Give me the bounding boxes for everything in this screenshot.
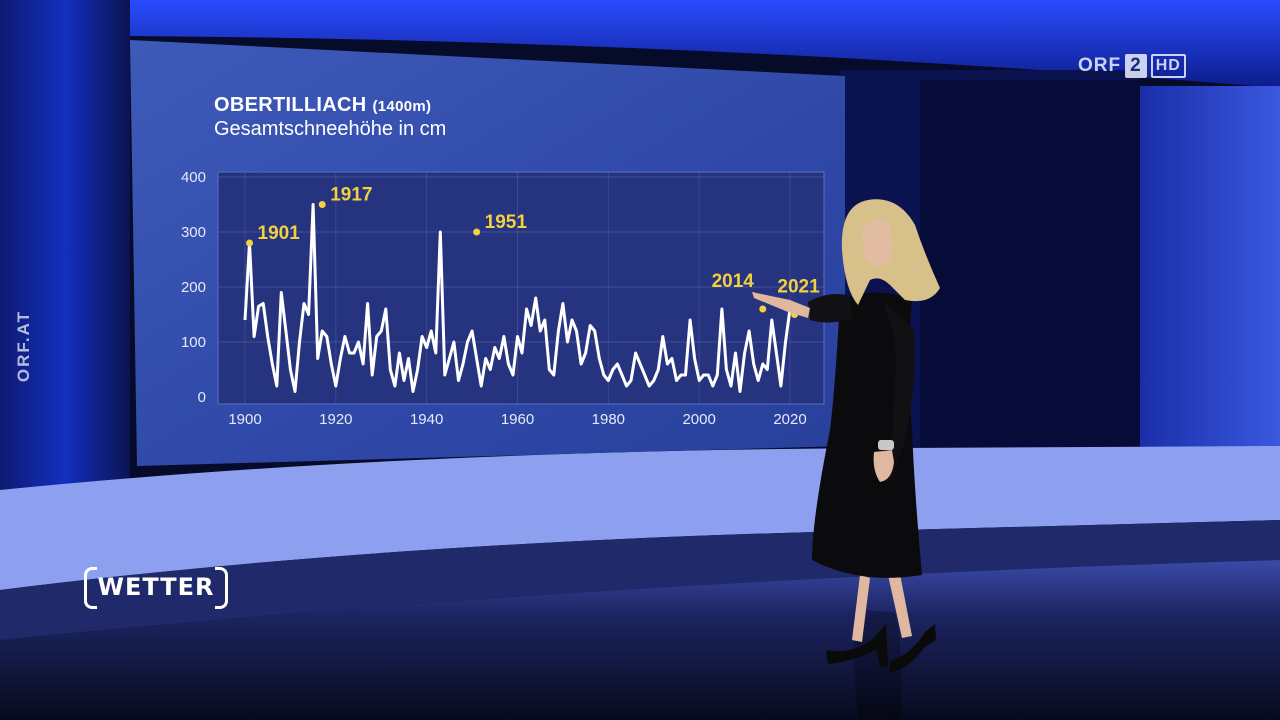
annotation-label: 1901 [258,223,301,244]
plot-area [217,171,825,405]
show-logo-text: WETTER [97,573,215,601]
channel-logo: ORF 2 HD [1078,54,1186,78]
annotation-dot [759,305,767,313]
annotation-label: 1917 [330,185,372,206]
annotation-label: 1951 [485,212,528,233]
chart-subtitle: Gesamtschneehöhe in cm [214,118,447,140]
y-axis-ticks: 0 100 200 300 400 [181,169,206,406]
y-tick-label: 0 [198,389,206,406]
x-tick-label: 1940 [410,411,443,428]
annotations: 1901 1917 1951 2014 2021 [246,185,820,318]
chart-title: OBERTILLIACH (1400m) [214,94,431,117]
chart-title-suffix: (1400m) [372,98,432,115]
x-tick-label: 1980 [592,411,625,428]
show-logo: WETTER [84,567,228,609]
y-tick-label: 200 [181,279,206,296]
annotation-label: 2014 [712,271,755,292]
chart-title-text: OBERTILLIACH [214,94,367,116]
y-tick-label: 400 [181,169,206,186]
y-tick-label: 100 [181,334,206,351]
annotation-label: 2021 [777,277,820,298]
annotation-dot [473,228,481,236]
channel-logo-text: ORF [1078,55,1122,76]
x-tick-label: 1920 [319,411,352,428]
grid-lines [218,172,824,404]
x-tick-label: 2020 [773,411,806,428]
channel-logo-number: 2 [1125,54,1147,78]
x-tick-label: 1960 [501,411,534,428]
annotation-dot [318,201,326,208]
annotation-dot [246,239,254,247]
hd-badge: HD [1150,54,1186,78]
series-line [243,203,796,393]
x-tick-label: 1900 [228,411,261,428]
x-tick-label: 2000 [682,411,715,428]
y-tick-label: 300 [181,224,206,241]
x-axis-ticks: 1900 1920 1940 1960 1980 2000 2020 [228,411,806,428]
